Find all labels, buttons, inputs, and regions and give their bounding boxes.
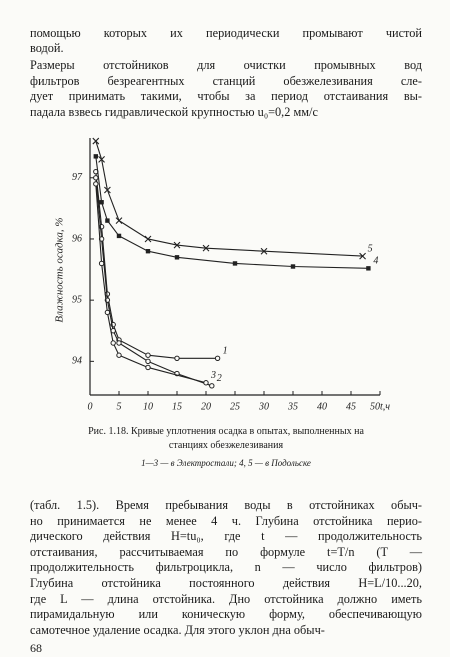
x-tick-label: 10 <box>143 401 153 412</box>
y-tick-label: 96 <box>72 233 82 244</box>
y-axis-label: Влажность осадка, % <box>54 217 66 322</box>
marker <box>98 156 105 163</box>
marker <box>93 154 98 159</box>
marker <box>202 244 210 252</box>
x-tick-label: 20 <box>201 401 211 412</box>
marker <box>116 233 122 239</box>
series-line <box>95 177 212 387</box>
text-line: продолжительность фильтроцикла, n — числ… <box>30 560 422 575</box>
text-line: падала взвесь гидравлической крупностью … <box>30 104 318 119</box>
x-tick-label: 40 <box>317 401 327 412</box>
text-line: самотечное удаление осадка. Для этого ук… <box>30 622 325 637</box>
marker <box>260 247 268 255</box>
marker <box>116 352 122 358</box>
series-label: 5 <box>368 243 373 254</box>
y-tick-label: 95 <box>72 294 82 305</box>
marker <box>93 175 99 181</box>
y-tick-label: 97 <box>72 172 83 183</box>
x-tick-label: 25 <box>230 401 240 412</box>
marker <box>104 186 111 194</box>
marker <box>203 380 209 386</box>
marker <box>110 340 116 346</box>
text-line: где L — длина отстойника. Дно отстойника… <box>30 591 422 606</box>
series-label: 2 <box>217 373 222 384</box>
text-line: дического действия H=tu₀, где t — продол… <box>30 529 422 544</box>
marker <box>145 364 151 371</box>
series-line <box>95 183 207 384</box>
marker <box>145 352 151 358</box>
marker <box>104 309 111 316</box>
text-line: пирамидальную или коническую форму, обес… <box>30 607 422 622</box>
marker <box>116 340 122 346</box>
marker <box>105 218 110 223</box>
marker <box>214 355 221 361</box>
x-tick-label: 45 <box>346 401 356 412</box>
series-label: 1 <box>223 346 228 357</box>
marker <box>174 255 180 260</box>
marker <box>174 355 180 361</box>
series-line <box>95 156 369 269</box>
marker <box>92 137 100 145</box>
caption-line: Рис. 1.18. Кривые уплотнения осадка в оп… <box>88 426 364 437</box>
text-line: Глубина отстойника постоянного действия … <box>30 576 422 590</box>
text-line: фильтров безреагентных станций обезжелез… <box>30 73 422 88</box>
text-line: дует принимать такими, чтобы за период о… <box>30 89 422 103</box>
series-label: 3 <box>210 370 216 381</box>
text-line: отстаивания, рассчитываемая по формуле t… <box>30 544 422 559</box>
page-number: 68 <box>30 641 42 655</box>
text-line: (табл. 1.5). Время пребывания воды в отс… <box>30 498 422 512</box>
caption-legend: 1—3 — в Электростали; 4, 5 — в Подольске <box>141 458 311 468</box>
x-tick-label: 0 <box>88 401 93 412</box>
series-line <box>95 140 363 257</box>
marker <box>115 217 123 224</box>
text-line: водой. <box>30 41 64 55</box>
marker <box>99 200 104 205</box>
marker <box>232 261 238 266</box>
x-tick-label: 15 <box>172 401 182 412</box>
x-tick-label: 35 <box>287 401 298 412</box>
text-line: помощью которых их периодически промываю… <box>30 26 422 40</box>
text-line: но принимается не менее 4 ч. Глубина отс… <box>30 513 422 528</box>
marker <box>290 264 296 269</box>
x-tick-label: 5 <box>117 401 122 412</box>
text-line: Размеры отстойников для очистки промывны… <box>30 58 422 72</box>
marker <box>209 383 215 389</box>
marker <box>173 241 181 249</box>
marker <box>98 260 105 267</box>
x-tick-label: 50t,ч <box>370 401 390 412</box>
marker <box>145 249 151 254</box>
x-tick-label: 30 <box>258 401 269 412</box>
marker <box>93 181 99 187</box>
marker <box>145 358 151 365</box>
marker <box>366 266 371 271</box>
series-label: 4 <box>373 256 378 267</box>
caption-line: станциях обезжелезивания <box>168 440 284 451</box>
y-tick-label: 94 <box>72 356 82 367</box>
marker <box>144 235 152 243</box>
marker <box>359 252 366 260</box>
